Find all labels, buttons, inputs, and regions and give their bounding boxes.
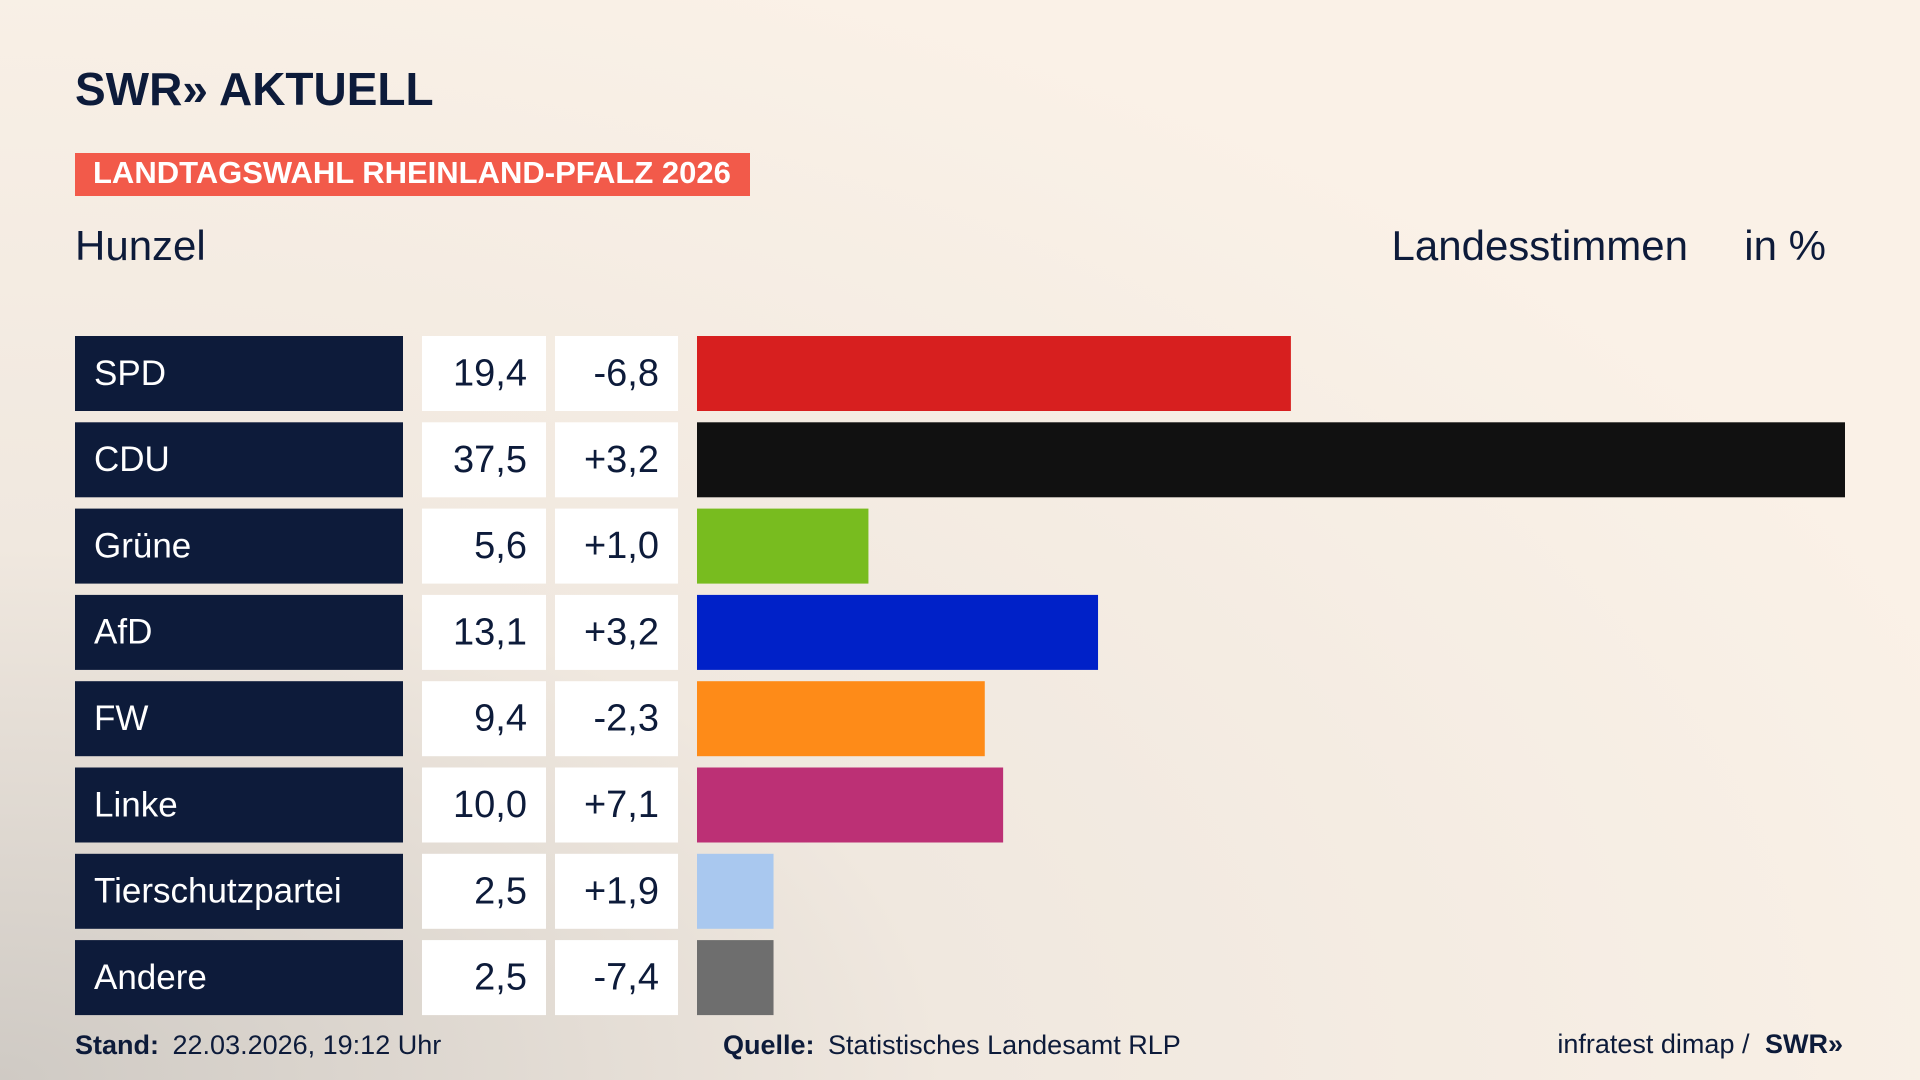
measure: Landesstimmen	[1392, 222, 1688, 269]
value-label: 10,0	[453, 784, 527, 826]
value-label: 13,1	[453, 611, 527, 653]
party-label: Linke	[94, 785, 178, 824]
subtitle: Hunzel	[75, 222, 206, 269]
change-label: -2,3	[594, 698, 659, 740]
party-label: AfD	[94, 613, 152, 652]
change-box	[555, 336, 678, 411]
party-box	[75, 853, 403, 929]
bar	[697, 508, 869, 584]
source-value: Statistisches Landesamt RLP	[828, 1030, 1181, 1060]
change-label: +3,2	[584, 611, 659, 653]
value-label: 5,6	[474, 525, 527, 567]
change-label: +7,1	[584, 784, 659, 826]
bar	[697, 940, 774, 1016]
party-label: CDU	[94, 440, 170, 479]
bar	[697, 594, 1099, 670]
party-box	[75, 940, 403, 1016]
change-box	[555, 594, 678, 670]
party-label: SPD	[94, 354, 166, 393]
change-label: +1,9	[584, 870, 659, 912]
value-box	[422, 594, 546, 670]
stand: Stand: 22.03.2026, 19:12 Uhr	[75, 1030, 441, 1060]
stand-label: Stand:	[75, 1030, 159, 1060]
party-box	[75, 594, 403, 670]
party-box	[75, 422, 403, 498]
value-box	[422, 681, 546, 757]
party-label: Andere	[94, 958, 207, 997]
party-box	[75, 767, 403, 843]
bar	[697, 336, 1291, 411]
change-box	[555, 508, 678, 584]
party-label: Tierschutzpartei	[94, 872, 342, 911]
bar	[697, 853, 774, 929]
value-label: 2,5	[474, 870, 527, 912]
change-box	[555, 681, 678, 757]
value-box	[422, 508, 546, 584]
credit-text: infratest dimap /	[1557, 1029, 1750, 1059]
value-box	[422, 853, 546, 929]
value-label: 2,5	[474, 957, 527, 999]
brand: SWR» AKTUELL	[75, 63, 434, 115]
bar	[697, 681, 985, 757]
change-box	[555, 767, 678, 843]
change-label: +3,2	[584, 439, 659, 481]
value-box	[422, 940, 546, 1016]
credit: infratest dimap / SWR»	[1557, 1029, 1843, 1059]
value-box	[422, 422, 546, 498]
unit: in %	[1744, 222, 1826, 269]
value-box	[422, 336, 546, 411]
change-box	[555, 940, 678, 1016]
change-box	[555, 853, 678, 929]
stand-value: 22.03.2026, 19:12 Uhr	[173, 1030, 442, 1060]
party-box	[75, 336, 403, 411]
value-label: 37,5	[453, 439, 527, 481]
tag-box	[75, 153, 750, 196]
party-label: FW	[94, 699, 148, 738]
party-label: Grüne	[94, 526, 191, 565]
change-label: -6,8	[594, 353, 659, 395]
change-box	[555, 422, 678, 498]
bar	[697, 422, 1845, 498]
change-label: +1,0	[584, 525, 659, 567]
bar	[697, 767, 1004, 843]
credit-brand: SWR»	[1765, 1029, 1843, 1059]
tag: LANDTAGSWAHL RHEINLAND-PFALZ 2026	[93, 155, 731, 190]
value-box	[422, 767, 546, 843]
party-box	[75, 508, 403, 584]
source: Quelle: Statistisches Landesamt RLP	[723, 1030, 1181, 1060]
value-label: 9,4	[474, 698, 527, 740]
value-label: 19,4	[453, 353, 527, 395]
change-label: -7,4	[594, 957, 659, 999]
party-box	[75, 681, 403, 757]
source-label: Quelle:	[723, 1030, 815, 1060]
